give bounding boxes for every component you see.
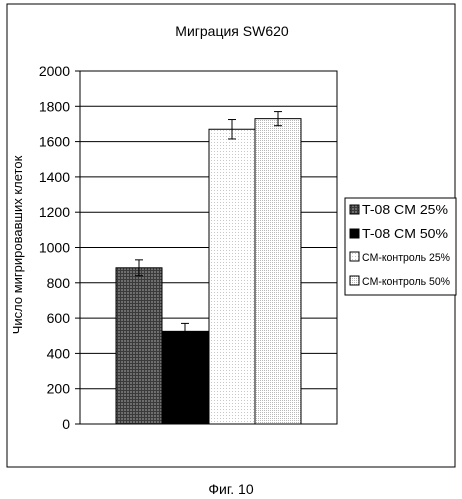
y-tick-label: 0 (62, 416, 70, 432)
legend-swatch (349, 251, 360, 262)
bar (115, 267, 163, 425)
y-tick-label: 1800 (39, 98, 70, 114)
legend-label: T-08 CM 50% (362, 226, 448, 241)
bar (254, 118, 302, 425)
legend-swatch (349, 228, 360, 239)
chart-title: Миграция SW620 (175, 23, 289, 39)
bars (115, 111, 302, 425)
y-tick-label: 1600 (39, 134, 70, 150)
legend: T-08 CM 25% T-08 CM 50% CM-контроль 25% CM-… (344, 197, 457, 296)
y-tick-label: 200 (47, 381, 71, 397)
bar (208, 128, 256, 425)
legend-box (344, 197, 457, 296)
y-tick-label: 800 (47, 275, 71, 291)
y-tick-label: 2000 (39, 63, 70, 79)
bar (161, 330, 209, 425)
figure-caption: Фиг. 10 (208, 481, 253, 497)
y-tick-label: 400 (47, 345, 71, 361)
legend-swatch (349, 275, 360, 286)
y-tick-label: 600 (47, 310, 71, 326)
y-tick-label: 1200 (39, 204, 70, 220)
legend-swatch (349, 204, 360, 215)
y-axis-ticks: 0 200 400 600 800 1000 1200 1400 1600 1800 2000 (39, 63, 80, 432)
y-axis-label: Число мигрировавших клеток (10, 155, 25, 334)
legend-label: CM-контроль 50% (362, 276, 450, 288)
legend-label: T-08 CM 25% (362, 202, 448, 217)
legend-label: CM-контроль 25% (362, 252, 450, 264)
y-tick-label: 1000 (39, 240, 70, 256)
y-tick-label: 1400 (39, 169, 70, 185)
